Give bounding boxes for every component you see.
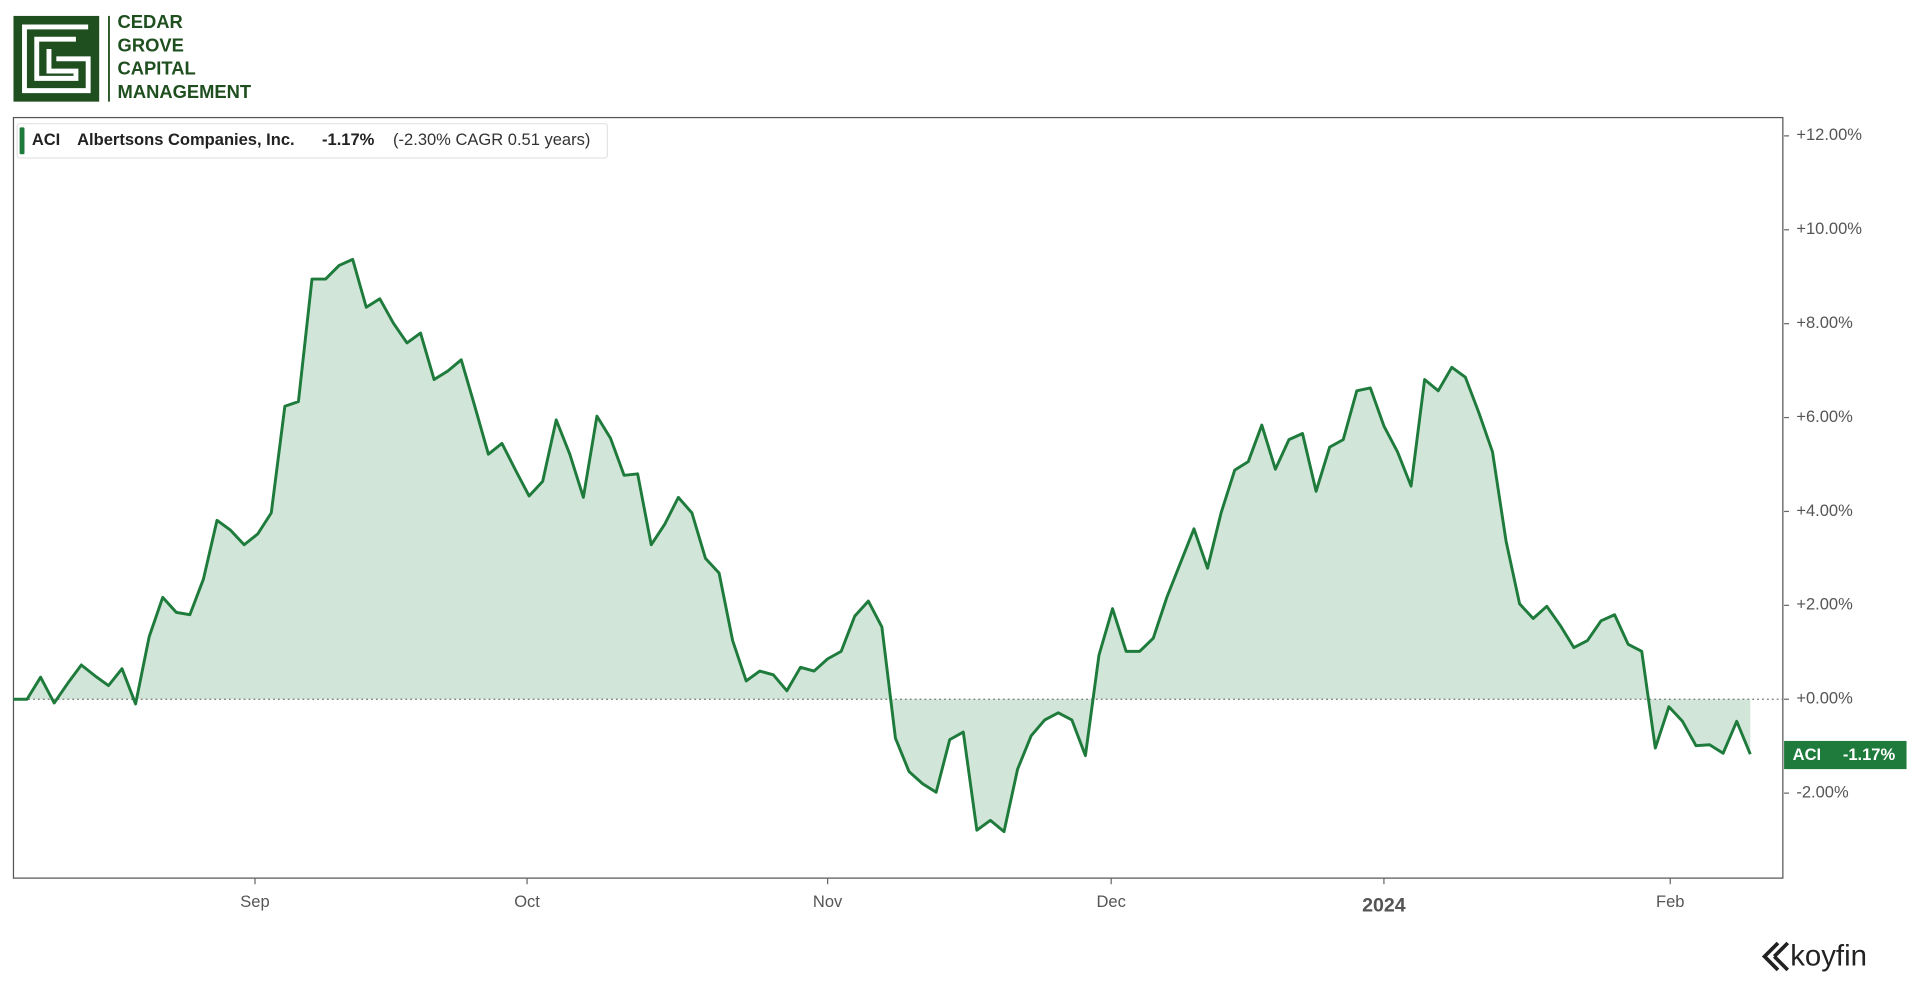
- y-tick-label: +8.00%: [1796, 313, 1853, 332]
- area: [13, 259, 1751, 832]
- tag-change: -1.17%: [1843, 745, 1896, 764]
- x-tick-label: Feb: [1656, 892, 1684, 911]
- brand-line: GROVE: [118, 34, 184, 55]
- legend-cagr: (-2.30% CAGR 0.51 years): [393, 130, 590, 149]
- legend[interactable]: ACI Albertsons Companies, Inc. -1.17% (-…: [16, 123, 608, 159]
- watermark: koyfin: [1761, 939, 1867, 972]
- legend-ticker: ACI: [32, 130, 60, 149]
- y-tick-label: +4.00%: [1796, 501, 1853, 520]
- logo: CEDAR GROVE CAPITAL MANAGEMENT: [13, 11, 252, 102]
- y-tick-label: +2.00%: [1796, 595, 1853, 614]
- watermark-text: koyfin: [1790, 939, 1867, 972]
- plot-frame: [12, 116, 1784, 879]
- y-tick-label: +0.00%: [1796, 689, 1853, 708]
- y-tick-label: +6.00%: [1796, 407, 1853, 426]
- legend-name: Albertsons Companies, Inc.: [77, 130, 294, 149]
- x-tick-label: Sep: [240, 892, 269, 911]
- brand-line: MANAGEMENT: [118, 81, 252, 102]
- x-tick-label: Dec: [1097, 892, 1126, 911]
- y-tick-label: -2.00%: [1796, 782, 1849, 801]
- legend-change: -1.17%: [322, 130, 375, 149]
- last-value-tag: ACI -1.17%: [1784, 740, 1907, 770]
- x-tick-label: 2024: [1362, 894, 1406, 916]
- y-tick-label: +10.00%: [1796, 219, 1862, 238]
- y-tick-label: +12.00%: [1796, 125, 1862, 144]
- x-tick-label: Oct: [514, 892, 540, 911]
- brand-line: CAPITAL: [118, 58, 196, 79]
- brand-line: CEDAR: [118, 11, 183, 32]
- x-tick-label: Nov: [813, 892, 843, 911]
- line: [13, 257, 1752, 834]
- tag-ticker: ACI: [1793, 745, 1821, 764]
